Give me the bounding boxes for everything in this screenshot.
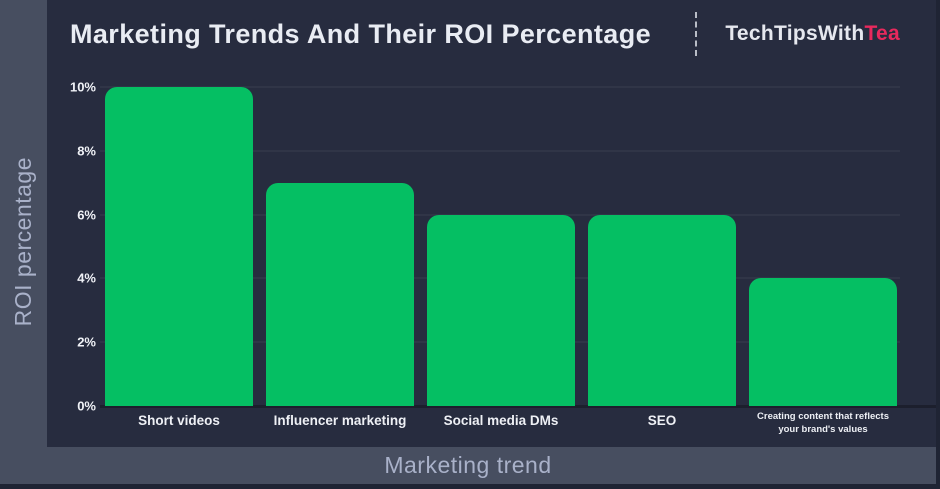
y-axis-strip: ROI percentage bbox=[0, 0, 47, 484]
brand-suffix: Tea bbox=[864, 22, 900, 45]
brand-divider bbox=[695, 12, 698, 56]
x-axis-baseline bbox=[100, 405, 936, 408]
x-category-label: SEO bbox=[647, 413, 677, 428]
x-axis-title: Marketing trend bbox=[384, 452, 552, 478]
x-axis-labels: Short videos Influencer marketing Social m… bbox=[100, 409, 902, 437]
bar-3 bbox=[427, 214, 575, 406]
x-category-label: Social media DMs bbox=[443, 413, 559, 428]
bar-1 bbox=[105, 87, 253, 406]
x-category-label: Short videos bbox=[138, 413, 220, 428]
x-axis-strip: Marketing trend bbox=[0, 447, 936, 484]
y-tick-label: 0% bbox=[77, 398, 96, 414]
header: Marketing Trends And Their ROI Percentag… bbox=[70, 8, 900, 60]
bar-4 bbox=[588, 214, 736, 406]
plot-area bbox=[100, 86, 936, 408]
bar-2 bbox=[266, 182, 414, 406]
gridline bbox=[100, 86, 900, 88]
gridline bbox=[100, 149, 900, 152]
brand-prefix: TechTipsWith bbox=[725, 22, 865, 45]
y-tick-label: 8% bbox=[77, 143, 96, 159]
y-tick-label: 6% bbox=[77, 207, 96, 223]
bar-5 bbox=[749, 278, 897, 406]
page-title: Marketing Trends And Their ROI Percentag… bbox=[70, 18, 652, 49]
x-category-label: Creating content that reflects your bran… bbox=[757, 411, 889, 435]
y-axis-ticks: 0% 2% 4% 6% 8% 10% bbox=[0, 80, 96, 414]
y-tick-label: 4% bbox=[77, 270, 96, 286]
brand-logo: TechTipsWithTea bbox=[725, 22, 900, 46]
y-tick-label: 2% bbox=[77, 334, 96, 350]
y-tick-label: 10% bbox=[69, 79, 96, 95]
x-category-label: Influencer marketing bbox=[273, 413, 407, 428]
bar-group bbox=[100, 87, 902, 406]
